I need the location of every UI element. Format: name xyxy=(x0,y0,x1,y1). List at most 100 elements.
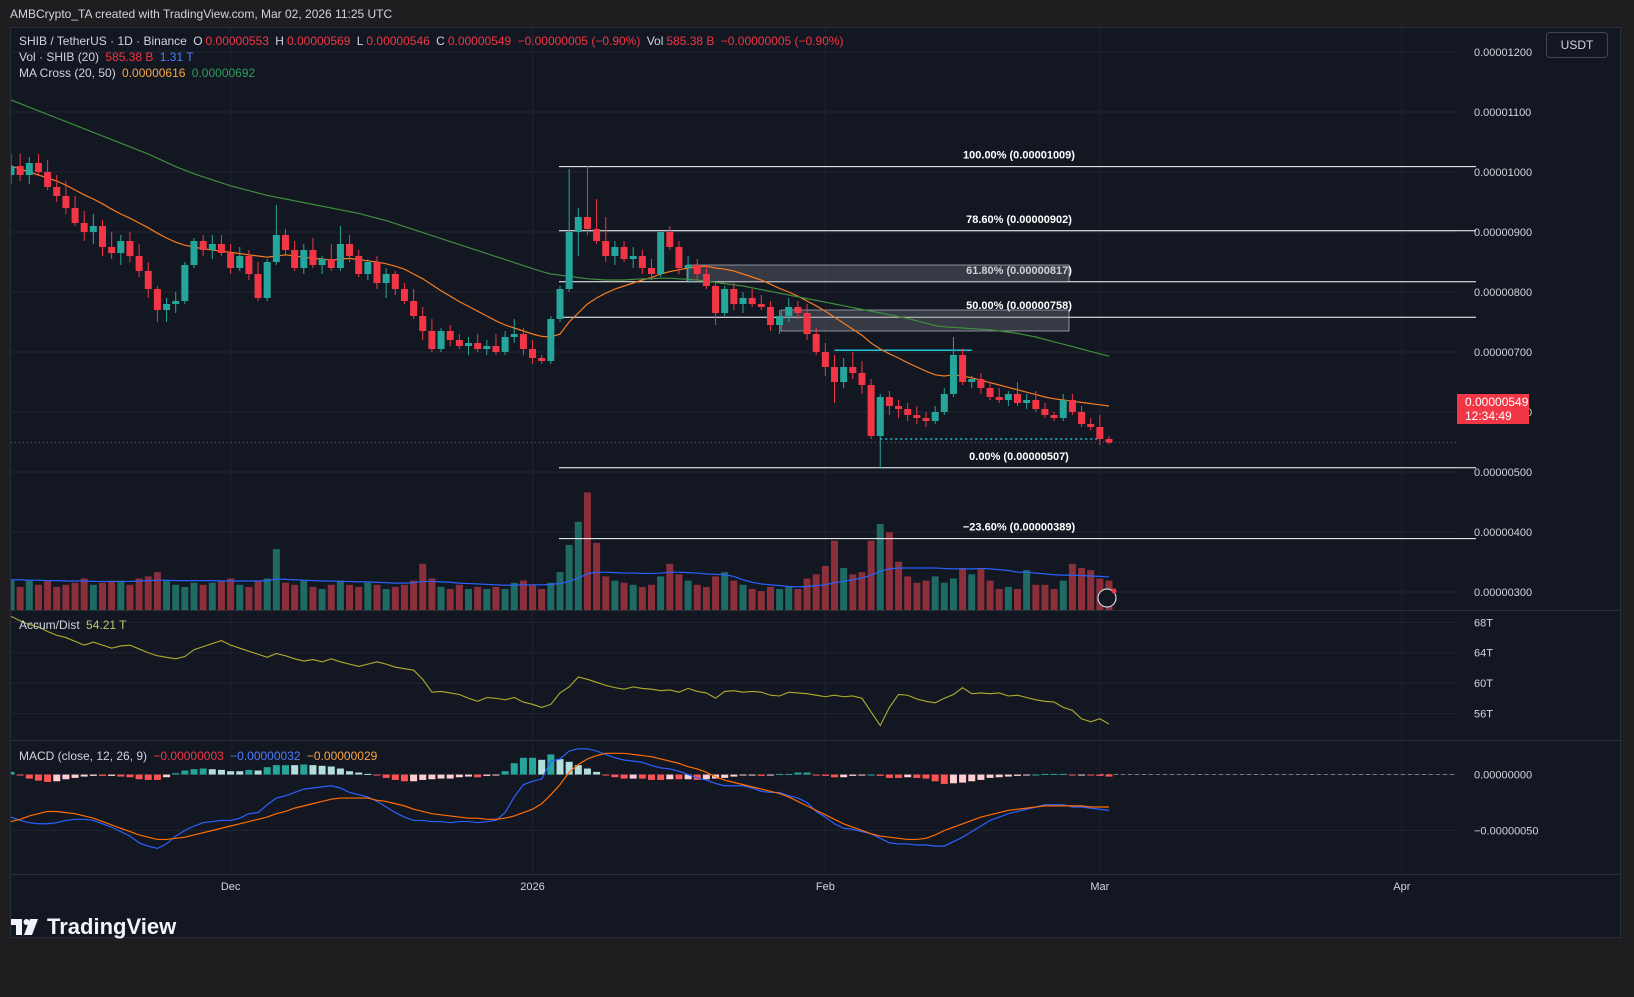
candle-body xyxy=(99,226,106,247)
macd-histogram-bar xyxy=(629,774,637,779)
candle-body xyxy=(867,385,875,436)
macd-histogram-bar xyxy=(519,757,527,775)
chart-frame[interactable]: 0.00001200 0.00001100 0.00001000 0.00000900… xyxy=(10,27,1622,939)
ma20-value: 0.00000616 xyxy=(122,66,186,80)
fib-level-label: 78.60% (0.00000902) xyxy=(966,214,1072,226)
candle-body xyxy=(766,307,774,325)
macd-histogram-bar xyxy=(821,774,829,776)
macd-histogram-bar xyxy=(693,774,701,780)
volume-bar xyxy=(757,591,765,610)
volume-bar xyxy=(885,532,893,610)
candle-body xyxy=(593,229,601,241)
candle-body xyxy=(757,304,765,307)
volume-bar xyxy=(373,584,381,610)
macd-histogram-bar xyxy=(199,768,207,775)
volume-bar xyxy=(611,580,619,610)
macd-histogram-bar xyxy=(593,771,601,775)
macd-histogram-value: −0.00000003 xyxy=(153,749,224,763)
high-label: H xyxy=(275,34,284,48)
macd-histogram-bar xyxy=(80,774,88,777)
macd-legend[interactable]: MACD (close, 12, 26, 9) −0.00000003 −0.0… xyxy=(19,749,380,763)
tradingview-logo[interactable]: TradingView xyxy=(11,914,176,940)
candle-body xyxy=(638,256,646,268)
volume-bar xyxy=(748,589,756,610)
volume-bar xyxy=(922,580,930,610)
macd-name[interactable]: MACD (close, 12, 26, 9) xyxy=(19,749,148,763)
candle-body xyxy=(382,274,390,283)
volume-indicator-name[interactable]: Vol · SHIB (20) xyxy=(19,50,100,64)
bar-countdown: 12:34:49 xyxy=(1465,409,1512,423)
macd-histogram-bar xyxy=(282,765,289,775)
macd-histogram-bar xyxy=(309,765,317,775)
candle-body xyxy=(254,274,262,298)
fib-level-label: 61.80% (0.00000817) xyxy=(966,265,1072,277)
macd-histogram-bar xyxy=(1068,774,1076,776)
chart-canvas[interactable]: 0.00001200 0.00001100 0.00001000 0.00000900… xyxy=(11,28,1622,939)
symbol-name[interactable]: SHIB / TetherUS · 1D · Binance xyxy=(19,34,187,48)
volume-bar xyxy=(80,578,88,610)
currency-button[interactable]: USDT xyxy=(1546,32,1608,58)
macd-histogram-bar xyxy=(254,770,262,775)
replay-icon xyxy=(1097,588,1117,608)
candle-body xyxy=(840,367,848,382)
macd-histogram-bar xyxy=(1023,774,1031,776)
macd-histogram-bar xyxy=(1096,774,1104,776)
macd-axis-label: 0.00000000 xyxy=(1474,770,1532,782)
candle-body xyxy=(712,286,720,313)
volume-bar xyxy=(99,582,106,610)
candle-body xyxy=(876,397,884,436)
volume-bar xyxy=(684,580,692,610)
volume-bar xyxy=(108,580,116,610)
accum-dist-line xyxy=(11,615,1110,727)
supply-zone xyxy=(780,309,1070,332)
volume-bar xyxy=(1032,584,1040,610)
candle-body xyxy=(419,316,427,331)
volume-bar xyxy=(840,568,848,610)
time-axis-label: Apr xyxy=(1393,881,1410,893)
volume-bar xyxy=(419,563,427,610)
macd-histogram-bar xyxy=(437,774,445,779)
candle-body xyxy=(931,412,939,421)
close-label: C xyxy=(436,34,445,48)
volume-bar xyxy=(11,580,15,610)
volume-bar xyxy=(986,580,994,610)
candle-body xyxy=(126,241,134,256)
volume-bar xyxy=(766,586,774,610)
ad-axis-label: 60T xyxy=(1474,678,1493,690)
candle-body xyxy=(648,268,655,274)
macd-histogram-bar xyxy=(300,764,308,775)
macd-histogram-bar xyxy=(565,761,573,775)
candle-body xyxy=(821,352,829,367)
volume-bar xyxy=(327,584,335,610)
volume-legend[interactable]: Vol · SHIB (20) 585.38 B 1.31 T xyxy=(19,50,197,64)
accum-dist-legend[interactable]: Accum/Dist 54.21 T xyxy=(19,618,130,632)
candle-body xyxy=(272,235,280,262)
macd-histogram-bar xyxy=(895,774,903,778)
accum-dist-name[interactable]: Accum/Dist xyxy=(19,618,80,632)
candle-body xyxy=(492,346,500,352)
volume-bar xyxy=(199,584,207,610)
macd-histogram-bar xyxy=(153,774,161,780)
volume-bar xyxy=(428,578,436,610)
volume-bar xyxy=(410,580,418,610)
volume-bar xyxy=(620,582,628,610)
macd-axis-label: −0.00000050 xyxy=(1474,825,1539,837)
candle-body xyxy=(538,358,546,361)
macd-histogram-bar xyxy=(803,772,811,775)
candle-body xyxy=(794,307,802,313)
macd-histogram-bar xyxy=(382,774,390,778)
macd-histogram-bar xyxy=(34,774,42,781)
macd-histogram-bar xyxy=(410,774,418,782)
candle-body xyxy=(629,256,637,259)
ma-cross-name[interactable]: MA Cross (20, 50) xyxy=(19,66,116,80)
macd-histogram-bar xyxy=(53,774,61,782)
macd-histogram-bar xyxy=(108,774,116,776)
candle-body xyxy=(217,244,225,253)
macd-histogram-bar xyxy=(858,774,866,776)
symbol-legend[interactable]: SHIB / TetherUS · 1D · Binance O 0.000005… xyxy=(19,34,847,48)
volume-bar xyxy=(1078,568,1086,610)
ma-cross-legend[interactable]: MA Cross (20, 50) 0.00000616 0.00000692 xyxy=(19,66,258,80)
volume-bar xyxy=(208,582,216,610)
volume-bar xyxy=(126,584,134,610)
volume-bar xyxy=(44,580,52,610)
